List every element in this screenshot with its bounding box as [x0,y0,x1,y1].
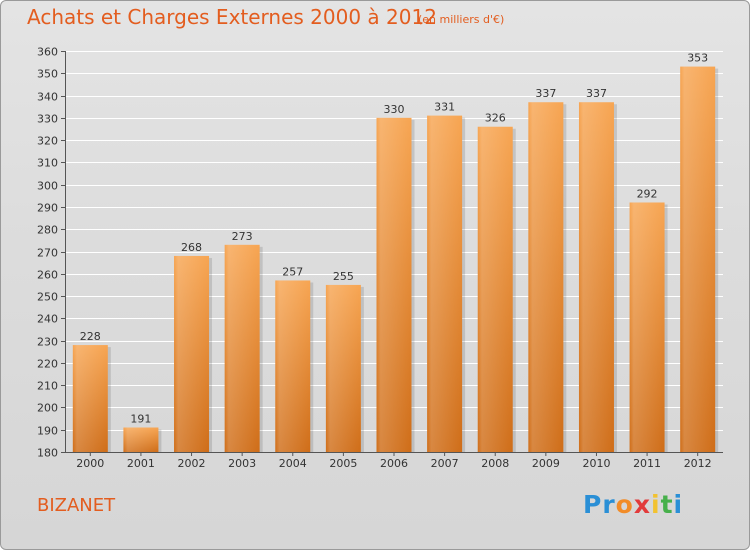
x-tick-label: 2007 [431,457,459,470]
y-tick-label: 270 [37,247,58,260]
bar-highlight [376,117,412,452]
x-tick-label: 2004 [279,457,307,470]
bar-layer [72,66,719,452]
bar-highlight [325,284,361,452]
bar-value-label: 337 [586,87,607,100]
chart-subtitle: (en milliers d'€) [418,13,505,26]
y-tick-label: 240 [37,313,58,326]
bar-value-label: 326 [485,112,506,125]
y-tick-label: 260 [37,269,58,282]
commune-name: BIZANET [37,495,116,516]
y-tick-label: 280 [37,224,58,237]
bar-highlight [629,202,665,452]
bar-highlight [275,280,311,452]
y-tick-label: 250 [37,291,58,304]
bar-highlight [477,126,513,452]
y-tick-label: 180 [37,447,58,460]
bar-value-label: 330 [384,103,405,116]
y-tick-label: 220 [37,358,58,371]
logo-letter: r [602,490,616,519]
bar-value-label: 292 [637,187,658,200]
bar-highlight [427,115,463,452]
logo-letter: i [673,490,684,519]
logo-letter: P [583,490,603,519]
proxiti-logo: Proxiti [583,490,683,519]
y-tick-label: 320 [37,135,58,148]
logo-letter: o [615,490,634,519]
label-layer: 180 190 200 210 220 230 240 250 260 270 280 290 300 3… [37,46,712,471]
x-tick-label: 2006 [380,457,408,470]
bar-value-label: 337 [535,87,556,100]
x-tick-label: 2010 [582,457,610,470]
chart-title: Achats et Charges Externes 2000 à 2012 [27,5,437,29]
y-tick-label: 210 [37,380,58,393]
y-tick-label: 230 [37,336,58,349]
bar-highlight [123,427,159,452]
bar-highlight [224,244,260,452]
bar-highlight [680,66,716,452]
y-tick-label: 200 [37,402,58,415]
y-tick-label: 340 [37,91,58,104]
bar-highlight [578,102,614,452]
y-tick-label: 290 [37,202,58,215]
bar-value-label: 331 [434,101,455,114]
y-tick-label: 300 [37,180,58,193]
bar-value-label: 191 [130,412,151,425]
x-tick-label: 2012 [684,457,712,470]
bar-value-label: 255 [333,270,354,283]
x-tick-label: 2008 [481,457,509,470]
bar-value-label: 273 [232,230,253,243]
x-tick-label: 2011 [633,457,661,470]
y-tick-label: 310 [37,157,58,170]
bar-highlight [528,102,564,452]
logo-letter: x [633,490,651,519]
bar-value-label: 268 [181,241,202,254]
bar-value-label: 257 [282,265,303,278]
bar-value-label: 353 [687,52,708,65]
bar-highlight [174,255,210,452]
x-tick-label: 2002 [178,457,206,470]
x-tick-label: 2003 [228,457,256,470]
x-tick-label: 2009 [532,457,560,470]
x-tick-label: 2000 [76,457,104,470]
x-tick-label: 2001 [127,457,155,470]
x-tick-label: 2005 [329,457,357,470]
bar-value-label: 228 [80,330,101,343]
axis-layer [61,51,723,456]
y-tick-label: 360 [37,46,58,59]
logo-letter: t [660,490,674,519]
y-tick-label: 330 [37,113,58,126]
logo-letter: i [651,490,661,519]
y-tick-label: 190 [37,425,58,438]
y-tick-label: 350 [37,68,58,81]
bar-highlight [72,345,108,452]
